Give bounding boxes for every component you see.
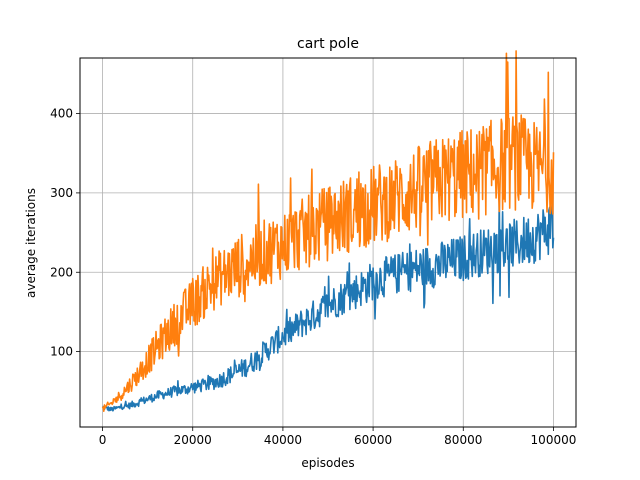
x-tick-label: 100000 [531,433,577,447]
y-tick-label: 300 [50,186,73,200]
y-tick-label: 200 [50,265,73,279]
x-tick-label: 0 [99,433,107,447]
chart-title: cart pole [297,36,359,52]
y-tick-label: 100 [50,345,73,359]
x-tick-label: 40000 [264,433,302,447]
y-tick-label: 400 [50,107,73,121]
x-axis-label: episodes [301,456,354,470]
x-tick-label: 60000 [354,433,392,447]
series-line-1 [102,193,555,412]
y-axis-label: average iterations [24,188,38,298]
series-layer [101,50,555,412]
y-axis-ticks: 100 200 300 400 [50,107,80,359]
plot-frame [79,57,577,428]
x-tick-label: 20000 [174,433,212,447]
x-axis-ticks: 0 20000 40000 60000 80000 100000 [99,427,577,447]
series-line-2 [101,50,555,412]
x-tick-label: 80000 [444,433,482,447]
